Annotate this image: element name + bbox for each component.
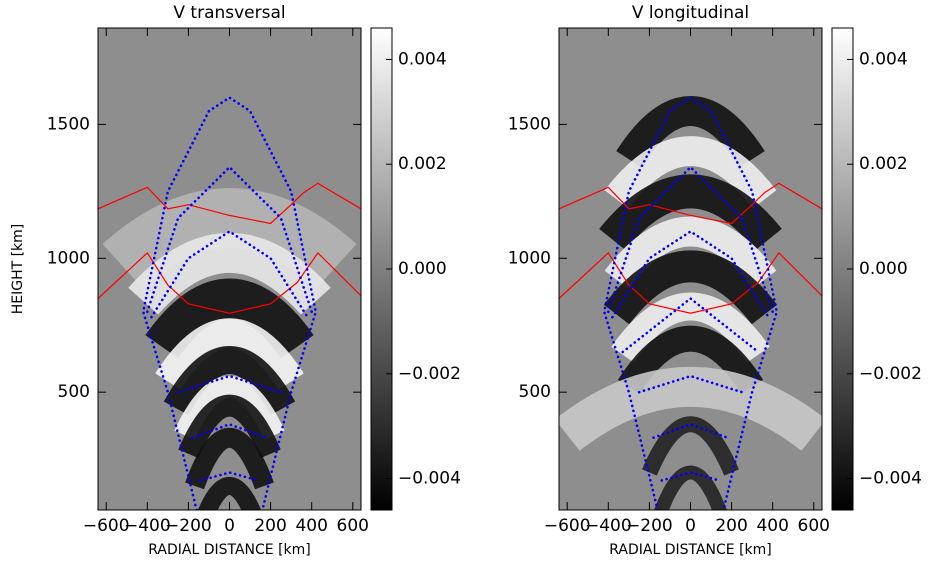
colorbar-tick-label: −0.004 <box>398 469 461 489</box>
contour-line <box>191 422 268 440</box>
y-tick-label: 1500 <box>47 114 90 134</box>
colorbar-tick-label: 0.004 <box>398 49 447 69</box>
x-tick-label: 400 <box>756 516 788 536</box>
x-axis-label: RADIAL DISTANCE [km] <box>148 542 311 558</box>
y-tick-label: 1000 <box>47 248 90 268</box>
field-band <box>155 318 304 390</box>
contour-line <box>199 471 260 482</box>
field-band <box>617 325 764 395</box>
field-band <box>102 188 357 290</box>
contour-line <box>660 471 721 482</box>
field-band <box>145 278 314 359</box>
contour-line <box>150 229 309 319</box>
y-tick-label: 1000 <box>508 248 551 268</box>
plot-area <box>559 28 822 510</box>
field-band <box>611 292 770 363</box>
field-band <box>178 394 281 459</box>
x-tick-label: 200 <box>254 516 286 536</box>
colorbar-tick-label: 0.000 <box>859 259 908 279</box>
colorbar-tick-label: 0.004 <box>859 49 908 69</box>
red-line <box>98 182 361 225</box>
field-band <box>198 477 261 510</box>
contour-line <box>652 422 729 440</box>
x-tick-label: 600 <box>798 516 830 536</box>
field-band <box>185 427 274 490</box>
colorbar-tick-label: 0.002 <box>398 154 447 174</box>
colorbar-tick-label: −0.002 <box>398 364 461 384</box>
x-tick-label: 0 <box>685 516 696 536</box>
contour-line <box>606 165 775 314</box>
field-band <box>559 366 822 451</box>
x-tick-label: 200 <box>715 516 747 536</box>
x-tick-label: 0 <box>224 516 235 536</box>
contour-line <box>141 96 318 510</box>
x-tick-label: −400 <box>124 516 171 536</box>
x-axis-label: RADIAL DISTANCE [km] <box>609 542 772 558</box>
x-tick-label: 600 <box>337 516 369 536</box>
field-band <box>642 416 739 476</box>
field-band <box>599 174 782 251</box>
field-band <box>616 96 765 168</box>
red-line <box>559 182 822 225</box>
contour-line <box>621 296 760 354</box>
contour-line <box>602 96 779 510</box>
x-tick-label: −400 <box>585 516 632 536</box>
x-tick-label: −200 <box>626 516 673 536</box>
y-tick-label: 500 <box>519 382 551 402</box>
colorbar-tick-label: −0.004 <box>859 469 922 489</box>
x-tick-label: 400 <box>295 516 327 536</box>
field-band <box>603 250 778 325</box>
contour-line <box>146 165 314 314</box>
x-tick-label: −600 <box>544 516 591 536</box>
x-tick-label: −200 <box>165 516 212 536</box>
chart-title: V transversal <box>173 3 285 23</box>
y-tick-label: 500 <box>58 382 90 402</box>
field-band <box>174 375 285 440</box>
y-tick-label: 1500 <box>508 114 551 134</box>
contour-line <box>611 229 770 319</box>
chart-title: V longitudinal <box>632 3 749 23</box>
colorbar-tick-label: 0.000 <box>398 259 447 279</box>
plot-area <box>98 28 361 510</box>
colorbar-tick-label: −0.002 <box>859 364 922 384</box>
colorbar-tick-label: 0.002 <box>859 154 908 174</box>
y-axis-label: HEIGHT [km] <box>10 224 26 315</box>
x-tick-label: −600 <box>83 516 130 536</box>
